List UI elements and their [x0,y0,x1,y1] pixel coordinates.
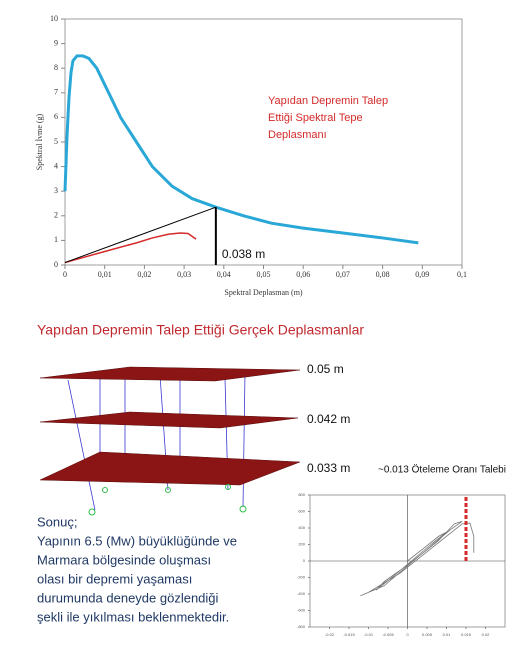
x-tick-label: 0,1 [457,270,467,279]
conclusion-line: Sonuç; [37,514,77,529]
y-tick-label: 8 [54,63,58,72]
plot-frame [64,18,463,266]
x-tick-label: 0,07 [336,270,350,279]
x-tick-label: 0.015 [461,632,472,637]
conclusion-line: Yapının 6.5 (Mw) büyüklüğünde ve [37,533,237,548]
floor-slabs [39,366,301,486]
x-tick-label: 0.02 [482,632,491,637]
x-tick-label: 0,08 [376,270,390,279]
y-tick-label: 200 [298,542,305,547]
series-line [63,54,419,245]
x-tick-label: 0,05 [257,270,271,279]
y-tick-label: 5 [54,137,58,146]
y-tick-label: 6 [54,112,58,121]
y-tick-label: 400 [298,525,305,530]
note-line: Yapıdan Depremin Talep [268,95,388,107]
conclusion-line: olası bir depremi yaşaması [37,571,192,586]
x-axis-label: Spektral Deplasman (m) [224,288,303,297]
floor-label: 0.042 m [307,412,350,426]
note-line: Ettiği Spektral Tepe [268,112,363,124]
conclusion-line: Marmara bölgesinde oluşması [37,552,211,567]
conclusion: Sonuç; Yapının 6.5 (Mw) büyüklüğünde ve … [37,514,237,624]
x-tick-label: -0.015 [343,632,355,637]
y-tick-label: 7 [54,88,58,97]
x-tick-label: 0.01 [443,632,452,637]
floor-model [67,368,246,511]
note-line: Deplasmanı [268,129,327,141]
y-axis-label: Spektral İvme (g) [35,113,44,170]
supports [88,484,247,516]
x-tick-label: 0,09 [415,270,429,279]
y-tick-label: -800 [297,624,306,629]
x-tick-label: 0,06 [296,270,310,279]
y-tick-label: -200 [297,575,306,580]
conclusion-line: durumunda deneyde gözlendiği [37,590,219,605]
x-tick-label: 0,01 [98,270,112,279]
y-tick-label: 4 [54,161,58,170]
y-tick-label: 0 [303,558,306,563]
y-tick-label: 1 [54,235,58,244]
y-tick-label: 800 [298,492,305,497]
conclusion-line: şekli ile yıkılması beklenmektedir. [37,609,229,624]
x-tick-label: 0.005 [422,632,433,637]
y-tick-label: 9 [54,38,58,47]
x-tick-label: 0,04 [217,270,231,279]
y-tick-label: 0 [54,260,58,269]
drift-note: ~0.013 Öteleme Oranı Talebi [378,464,506,476]
series-line [360,521,475,597]
x-tick-label: 0,03 [177,270,191,279]
section-title: Yapıdan Depremin Talep Ettiği Gerçek Dep… [37,322,364,338]
annotation: 0.038 m [222,247,265,261]
x-tick-label: -0.02 [325,632,335,637]
floor-label: 0.05 m [307,362,344,376]
x-tick-label: 0,02 [137,270,151,279]
y-tick-label: -400 [297,591,306,596]
x-tick-label: 0 [406,632,409,637]
x-tick-label: 0 [63,270,67,279]
y-tick-label: -600 [297,608,306,613]
series-line [64,206,217,264]
y-tick-label: 10 [50,14,58,23]
y-tick-label: 600 [298,509,305,514]
y-tick-label: 3 [54,186,58,195]
floor-label: 0.033 m [307,461,350,475]
x-tick-label: -0.01 [364,632,374,637]
y-tick-label: 2 [54,211,58,220]
x-tick-label: -0.005 [382,632,394,637]
series-line [64,232,197,264]
